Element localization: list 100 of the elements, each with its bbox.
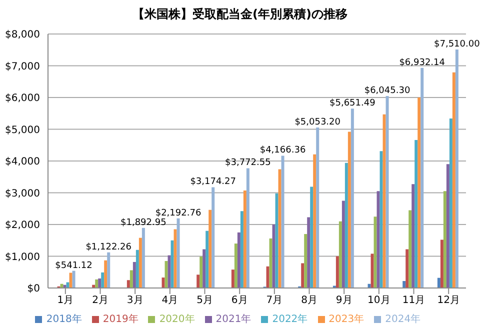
y-tick-label: $6,000 [5, 93, 40, 104]
bar [376, 191, 380, 288]
y-tick-label: $2,000 [5, 220, 40, 232]
bar [162, 278, 165, 288]
bar [243, 190, 246, 288]
y-tick-label: $7,000 [5, 61, 40, 72]
bar [202, 249, 206, 288]
bar [412, 184, 415, 288]
bar [313, 154, 316, 288]
x-tick-label: 12月 [437, 295, 460, 306]
bar [275, 193, 278, 288]
y-tick-label: $5,000 [5, 124, 40, 136]
bar [380, 151, 383, 288]
data-label: $4,166.36 [260, 146, 306, 156]
y-tick-label: $8,000 [5, 30, 40, 41]
bar [136, 250, 139, 288]
legend-label: 2022年 [272, 314, 308, 325]
bar [240, 211, 244, 288]
bar [234, 244, 238, 288]
bar [455, 50, 458, 288]
legend-label: 2021年 [216, 314, 252, 325]
bar [107, 252, 110, 288]
bar [126, 280, 130, 288]
bar [350, 108, 354, 288]
bar [237, 232, 240, 288]
bar [272, 224, 276, 288]
bar [168, 255, 171, 288]
x-tick-label: 9月 [336, 295, 352, 306]
bar [278, 169, 282, 288]
bar [408, 210, 412, 288]
bar [449, 118, 452, 288]
x-tick-label: 7月 [266, 295, 283, 306]
bar [142, 228, 145, 288]
bar [266, 266, 270, 288]
bar [386, 96, 389, 288]
bar [342, 200, 345, 288]
x-tick-label: 10月 [368, 295, 390, 306]
x-tick-label: 6月 [231, 295, 248, 306]
data-label: $1,122.26 [86, 242, 132, 252]
bar [418, 98, 421, 288]
legend-label: 2020年 [159, 314, 195, 325]
bar [72, 270, 76, 288]
bar [132, 262, 136, 288]
y-tick-label: $1,000 [5, 252, 40, 263]
bar [344, 162, 348, 288]
legend-label: 2018年 [46, 314, 82, 325]
data-label: $1,892.95 [120, 218, 166, 228]
bar [281, 156, 284, 288]
bar [406, 249, 409, 288]
x-tick-label: 1月 [57, 295, 74, 306]
bar [170, 240, 174, 288]
data-label: $7,510.00 [434, 40, 480, 50]
data-label: $541.12 [55, 260, 92, 271]
bar [414, 140, 418, 288]
bar [130, 270, 133, 288]
bar [338, 221, 342, 288]
data-label: $3,772.55 [225, 158, 271, 168]
bar [370, 254, 374, 288]
bar [307, 217, 310, 288]
data-label: $6,932.14 [399, 58, 446, 68]
bar [200, 256, 203, 288]
legend-label: 2024年 [385, 314, 421, 325]
legend-label: 2019年 [102, 314, 138, 325]
bar [382, 114, 386, 288]
chart-title: 【米国株】受取配当金(年別累積)の推移 [132, 6, 348, 23]
data-label: $3,174.27 [190, 177, 236, 188]
x-tick-label: 3月 [126, 295, 144, 306]
bar [269, 238, 272, 288]
bar [402, 281, 406, 288]
bar [95, 279, 98, 288]
x-tick-label: 2月 [92, 295, 108, 306]
bar [98, 278, 102, 288]
x-tick-label: 4月 [162, 295, 178, 306]
y-tick-label: $4,000 [5, 156, 40, 168]
y-tick-label: $3,000 [5, 188, 40, 200]
data-label: $6,045.30 [364, 86, 410, 96]
bar [196, 274, 200, 288]
bar [443, 191, 446, 288]
data-label: $5,651.49 [330, 98, 376, 109]
bar [69, 272, 72, 288]
bar [440, 240, 444, 288]
x-tick-label: 11月 [402, 295, 426, 306]
bar [437, 278, 440, 288]
bar [246, 168, 250, 288]
bar [176, 218, 180, 288]
bar [316, 128, 320, 288]
bar [348, 132, 351, 288]
bar [446, 164, 450, 288]
bar [206, 230, 209, 288]
bar [420, 68, 424, 288]
x-tick-label: 5月 [196, 295, 213, 306]
bar [310, 186, 314, 288]
bar [231, 270, 234, 288]
bar [374, 216, 377, 288]
bar [304, 234, 308, 288]
bar [164, 261, 168, 288]
bar [301, 263, 304, 288]
bar [174, 229, 177, 288]
bar [104, 260, 108, 288]
bar [452, 72, 456, 288]
